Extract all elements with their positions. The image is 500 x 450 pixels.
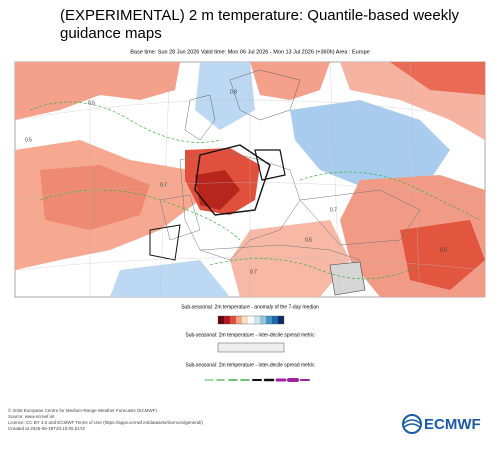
footer: © 2026 European Centre for Medium-Range … <box>8 407 481 434</box>
legend-title: Sub-seasonal: 2m temperature - inter-dec… <box>185 332 315 338</box>
title-line: guidance maps <box>60 25 162 42</box>
footer-line: Licence: CC BY 4.0 and ECMWF Terms of Us… <box>8 420 203 425</box>
contour-label: 0.5 <box>305 237 312 243</box>
title-line: (EXPERIMENTAL) 2 m temperature: Quantile… <box>60 7 460 24</box>
footer-line: Source: www.ecmwf.int <box>8 414 55 419</box>
logo: ECMWF <box>402 414 481 434</box>
footer-line: Created at 2026-06-28T20:10:05.517Z <box>8 426 85 431</box>
contour-label: 0.5 <box>25 137 32 143</box>
contour-label: 0.5 <box>440 247 447 253</box>
contour-label: 0.7 <box>160 182 167 188</box>
legend-anomaly: Sub-seasonal: 2m temperature - anomaly o… <box>181 304 319 325</box>
contour-label: 0.5 <box>88 100 95 106</box>
contour-label: 0.7 <box>250 269 257 275</box>
logo-text: ECMWF <box>424 416 481 433</box>
footer-line: © 2026 European Centre for Medium-Range … <box>8 407 158 413</box>
legend-title: Sub-seasonal: 2m temperature - inter-dec… <box>185 362 315 368</box>
map: 0.5 0.5 0.7 0.7 0.8 0.5 0.7 0.5 <box>14 61 486 298</box>
title: (EXPERIMENTAL) 2 m temperature: Quantile… <box>60 7 460 42</box>
legend-spread: Sub-seasonal: 2m temperature - inter-dec… <box>185 332 315 353</box>
legend-spread-lines: Sub-seasonal: 2m temperature - inter-dec… <box>185 362 315 382</box>
legend-title: Sub-seasonal: 2m temperature - anomaly o… <box>181 304 319 310</box>
contour-label: 0.8 <box>230 89 237 95</box>
subtitle: Base time: Sun 28 Jun 2026 Valid time: M… <box>130 49 369 55</box>
contour-label: 0.7 <box>330 207 337 213</box>
